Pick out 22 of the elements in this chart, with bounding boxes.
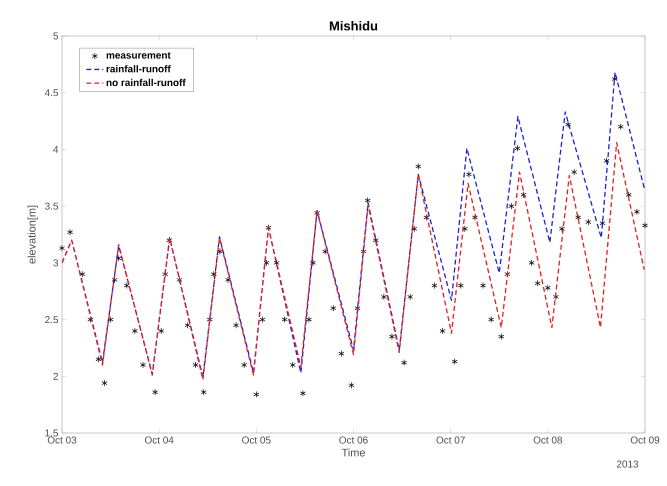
legend-label: no rainfall-runoff [106,78,186,86]
x-tick-label: Oct 08 [534,436,562,444]
x-tick-label: Oct 03 [48,436,76,444]
legend-label: rainfall-runoff [106,65,171,72]
x-tick-label: Oct 07 [436,436,465,444]
y-tick-label: 3.5 [45,202,58,210]
x-axis-title: Time [342,448,365,456]
y-tick-label: 3 [53,259,58,266]
y-axis-title: elevation[m] [28,206,38,264]
text: 2013 [616,460,638,468]
chart-title: Mishidu [330,20,378,30]
legend-label: measurement [106,52,171,59]
x-tick-label: Oct 04 [144,436,174,444]
y-tick-label: 4 [53,146,58,153]
x-tick-label: Oct 06 [339,436,368,444]
y-tick-label: 2 [53,372,58,380]
y-tick-label: 5 [53,32,58,40]
y-tick-label: 1.5 [45,430,58,436]
y-tick-label: 2.5 [45,316,58,324]
y-tick-label: 4.5 [44,89,58,96]
x-tick-label: Oct 09 [630,436,660,444]
x-tick-label: Oct 05 [242,436,271,444]
